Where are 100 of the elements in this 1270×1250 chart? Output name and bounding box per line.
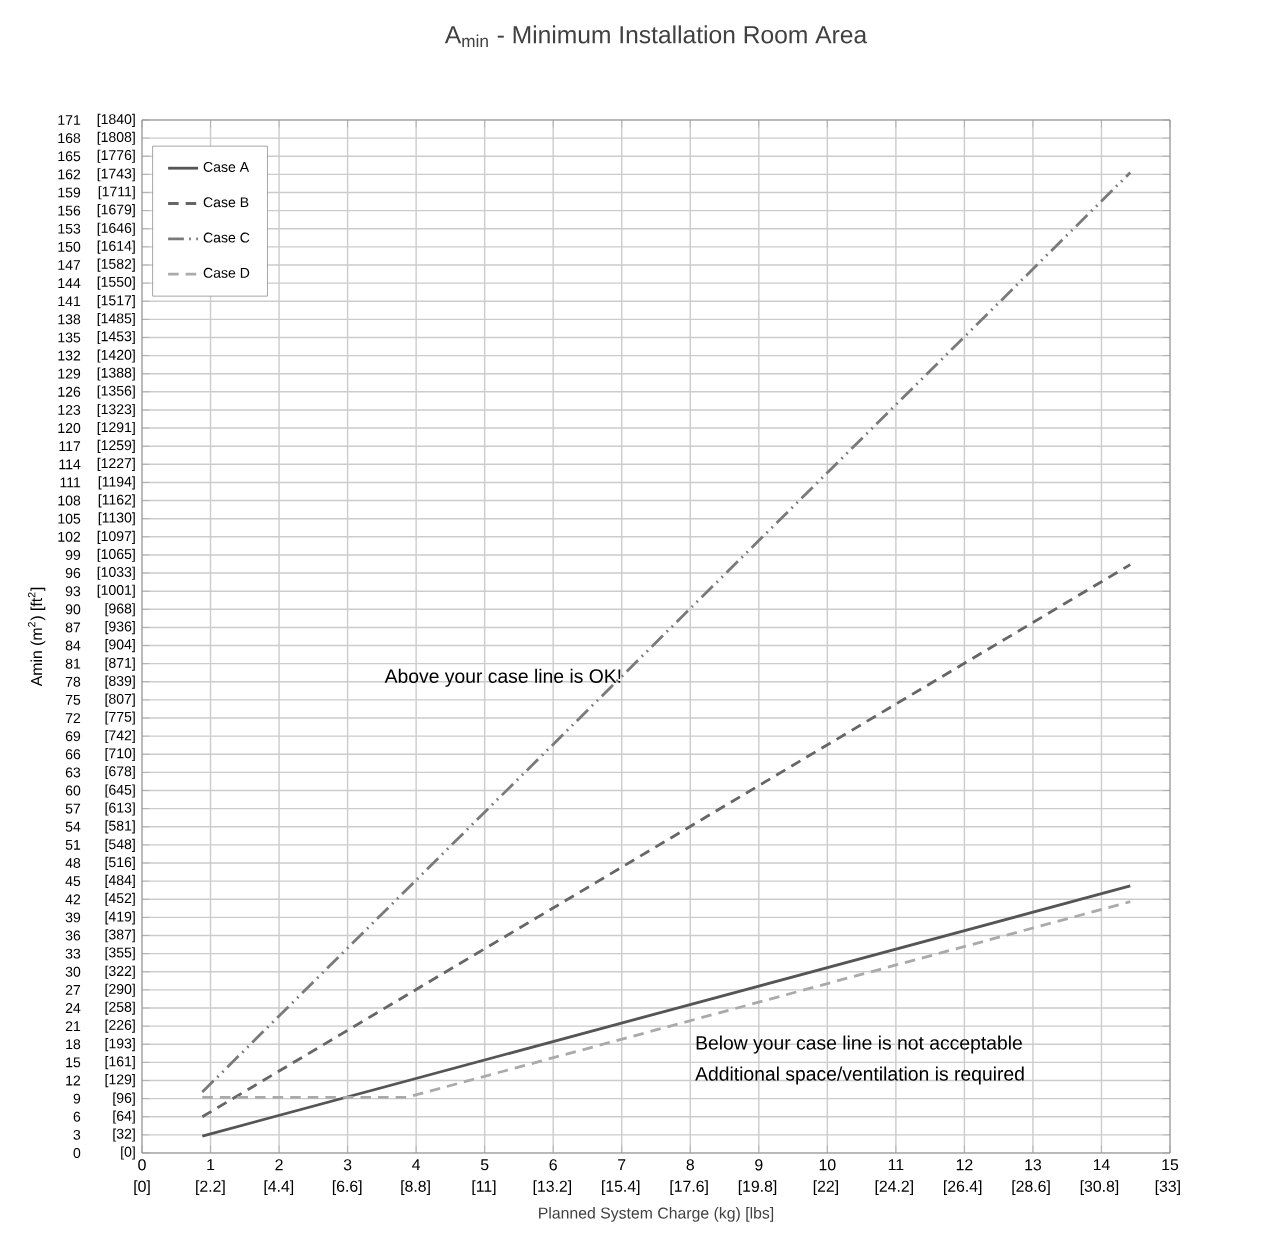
y2-tick-label: [1517] bbox=[97, 295, 135, 309]
y-tick-label: 45 bbox=[65, 876, 81, 887]
x-tick-label: 2 bbox=[275, 1159, 283, 1171]
y-tick-label: 57 bbox=[65, 803, 81, 814]
y2-tick-label: [613] bbox=[105, 802, 135, 816]
y2-tick-label: [1420] bbox=[97, 349, 135, 363]
y2-tick-label: [1323] bbox=[97, 403, 135, 418]
y2-tick-label: [548] bbox=[105, 838, 135, 852]
y2-tick-label: [1356] bbox=[97, 385, 135, 399]
y-tick-label: 150 bbox=[58, 241, 81, 252]
legend-label: Case C bbox=[203, 232, 250, 243]
x-tick-label: 3 bbox=[343, 1159, 352, 1171]
x-tick-label: 10 bbox=[819, 1159, 836, 1171]
y2-tick-label: [871] bbox=[105, 657, 135, 671]
y-tick-label: 51 bbox=[65, 839, 81, 850]
y2-tick-label: [32] bbox=[113, 1128, 135, 1142]
y2-tick-label: [161] bbox=[105, 1056, 135, 1070]
y2-tick-label: [1033] bbox=[97, 566, 135, 580]
y-tick-label: 120 bbox=[58, 423, 81, 434]
y-tick-label: 18 bbox=[66, 1039, 81, 1050]
y2-tick-label: [0] bbox=[121, 1146, 135, 1160]
y-tick-label: 21 bbox=[65, 1021, 81, 1032]
x2-tick-label: [6.6] bbox=[332, 1180, 362, 1196]
y2-tick-label: [387] bbox=[105, 929, 135, 943]
y-tick-label: 153 bbox=[58, 223, 81, 234]
y2-tick-label: [1194] bbox=[98, 476, 135, 490]
legend-label: Case D bbox=[203, 267, 250, 278]
y2-tick-label: [1582] bbox=[97, 258, 135, 272]
y-tick-label: 117 bbox=[59, 441, 81, 452]
y-tick-label: 63 bbox=[65, 767, 81, 778]
y2-tick-label: [226] bbox=[105, 1019, 135, 1033]
x2-tick-label: [28.6] bbox=[1012, 1180, 1050, 1196]
y-tick-label: 27 bbox=[65, 984, 81, 995]
y2-tick-label: [1646] bbox=[97, 222, 135, 236]
x-tick-label: 11 bbox=[888, 1159, 904, 1171]
x-tick-label: 0 bbox=[138, 1159, 146, 1171]
y2-tick-label: [1291] bbox=[97, 421, 135, 435]
x-tick-label: 13 bbox=[1025, 1159, 1042, 1171]
y2-tick-label: [1776] bbox=[97, 149, 135, 163]
y-tick-label: 90 bbox=[65, 604, 81, 615]
x-tick-label: 9 bbox=[755, 1159, 763, 1171]
y-tick-label: 144 bbox=[58, 278, 81, 288]
y2-tick-label: [484] bbox=[105, 874, 135, 888]
y2-tick-label: [290] bbox=[105, 983, 135, 997]
y-tick-label: 6 bbox=[73, 1111, 81, 1122]
y-tick-label: 36 bbox=[65, 930, 81, 941]
x2-tick-label: [0] bbox=[134, 1180, 150, 1196]
y2-tick-label: [355] bbox=[105, 947, 135, 961]
y-tick-label: 33 bbox=[65, 948, 81, 959]
y-tick-label: 171 bbox=[58, 115, 81, 125]
y2-tick-label: [710] bbox=[105, 747, 135, 762]
y-tick-label: 165 bbox=[58, 151, 81, 162]
y2-tick-label: [839] bbox=[105, 675, 135, 689]
y2-tick-label: [678] bbox=[105, 765, 135, 780]
x-tick-label: 4 bbox=[412, 1159, 421, 1171]
x2-tick-label: [15.4] bbox=[602, 1180, 640, 1196]
y-tick-label: 30 bbox=[65, 966, 81, 977]
y-tick-label: 105 bbox=[58, 513, 81, 524]
x-tick-label: 8 bbox=[686, 1159, 694, 1171]
y2-tick-label: [1388] bbox=[97, 367, 135, 381]
y2-tick-label: [1679] bbox=[97, 204, 135, 218]
x2-tick-label: [11] bbox=[472, 1180, 496, 1196]
y2-tick-label: [968] bbox=[105, 603, 135, 617]
y2-tick-label: [936] bbox=[105, 621, 135, 635]
y-tick-label: 126 bbox=[58, 386, 81, 397]
y-tick-label: 93 bbox=[65, 586, 81, 597]
y-tick-label: 42 bbox=[65, 894, 81, 905]
y-tick-label: 66 bbox=[65, 749, 81, 760]
y-tick-label: 111 bbox=[60, 477, 81, 488]
x-tick-label: 7 bbox=[618, 1159, 626, 1171]
y2-tick-label: [1840] bbox=[97, 113, 135, 127]
y-tick-label: 168 bbox=[58, 133, 81, 144]
y-tick-label: 99 bbox=[65, 549, 81, 560]
y2-tick-label: [1259] bbox=[97, 439, 135, 453]
y2-tick-label: [1711] bbox=[98, 186, 135, 200]
annotation: Below your case line is not acceptable bbox=[696, 1035, 1022, 1054]
y2-tick-label: [193] bbox=[105, 1038, 135, 1052]
y2-tick-label: [1162] bbox=[98, 494, 135, 508]
y2-tick-label: [1130] bbox=[98, 512, 135, 526]
chart-title: A$_{min}$ - Minimum Installation Room Area bbox=[444, 25, 868, 47]
y-tick-label: 9 bbox=[73, 1093, 81, 1104]
y2-tick-label: [1001] bbox=[97, 584, 135, 598]
y2-tick-label: [258] bbox=[105, 1001, 135, 1015]
y-tick-label: 48 bbox=[65, 858, 81, 868]
y-tick-label: 15 bbox=[66, 1057, 81, 1068]
y2-tick-label: [1743] bbox=[97, 168, 135, 182]
y-tick-label: 162 bbox=[58, 169, 81, 180]
y2-tick-label: [452] bbox=[105, 892, 135, 906]
x-tick-label: 12 bbox=[956, 1159, 973, 1171]
y2-tick-label: [807] bbox=[105, 693, 135, 707]
x2-tick-label: [24.2] bbox=[875, 1180, 913, 1196]
x-tick-label: 6 bbox=[549, 1159, 557, 1171]
x2-tick-label: [22] bbox=[813, 1180, 838, 1196]
y-tick-label: 75 bbox=[65, 695, 81, 705]
y2-tick-label: [419] bbox=[105, 911, 135, 925]
y-tick-label: 69 bbox=[65, 731, 81, 742]
y2-tick-label: [1097] bbox=[97, 530, 135, 544]
y-tick-label: 123 bbox=[58, 404, 81, 415]
annotation: Above your case line is OK! bbox=[384, 668, 621, 687]
legend-label: Case B bbox=[203, 197, 249, 208]
